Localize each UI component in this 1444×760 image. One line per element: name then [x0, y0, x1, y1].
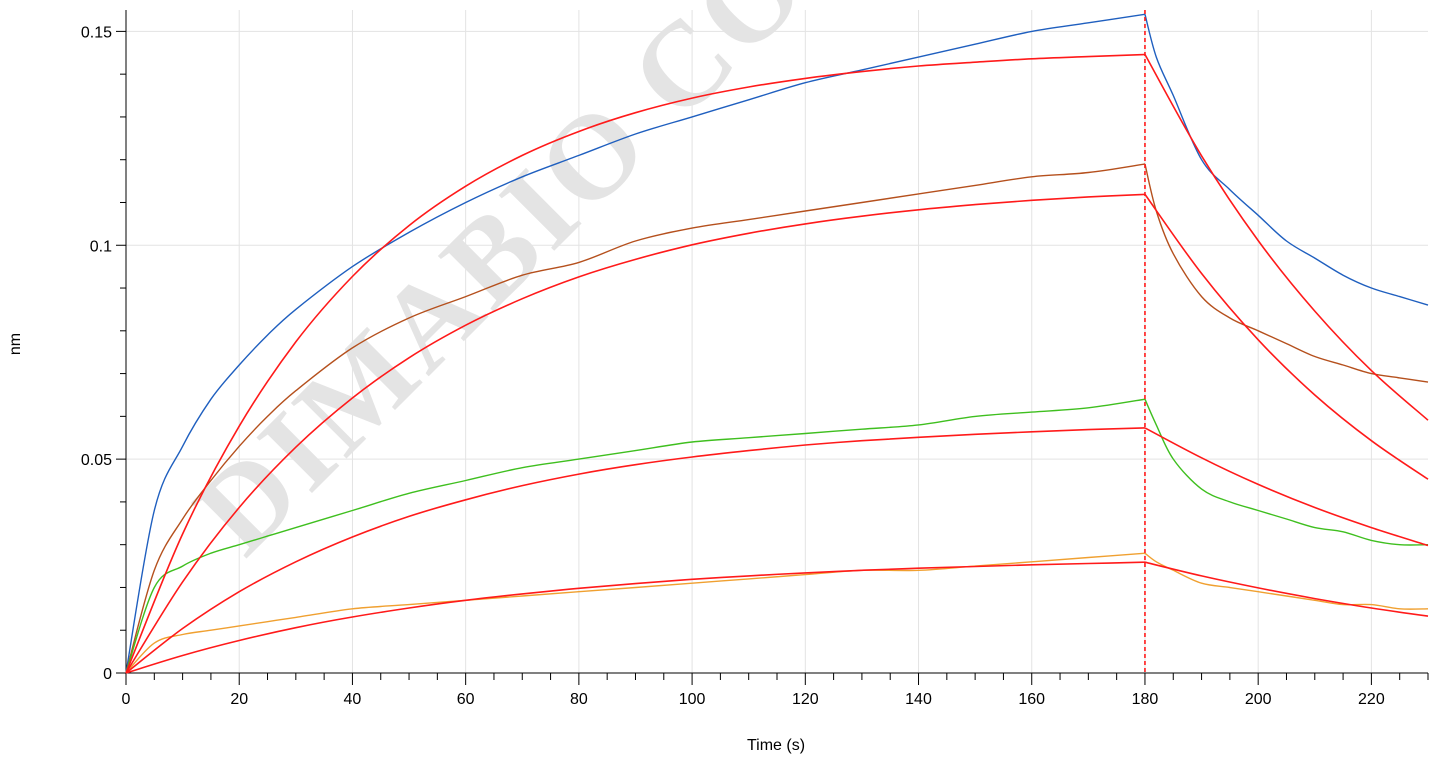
fit-curve-2 — [125, 193, 1429, 674]
y-axis-title: nm — [7, 333, 24, 355]
x-tick-label: 220 — [1358, 691, 1385, 708]
fit-line — [125, 193, 1146, 674]
x-tick-label: 100 — [679, 691, 706, 708]
x-tick-label: 60 — [457, 691, 475, 708]
y-tick-label: 0.1 — [90, 238, 112, 255]
series-line — [1144, 14, 1429, 306]
x-tick-label: 80 — [570, 691, 588, 708]
x-tick-label: 20 — [230, 691, 248, 708]
fit-line — [1144, 193, 1429, 480]
x-axis-title: Time (s) — [747, 737, 805, 754]
series-orange-trace — [125, 552, 1429, 674]
series-line — [1144, 398, 1429, 546]
x-tick-label: 160 — [1018, 691, 1045, 708]
tick-labels: 0 20 40 60 80 100 120 140 160 180 200 220 0 0.05 0.1 0.… — [81, 24, 1385, 708]
series-brown-trace — [125, 163, 1429, 674]
fit-line — [125, 53, 1146, 674]
fit-line — [125, 427, 1146, 674]
series-green-trace — [125, 398, 1429, 674]
watermark-text: DIMABIO CO — [169, 0, 831, 578]
x-tick-label: 180 — [1132, 691, 1159, 708]
fit-line — [1144, 561, 1429, 617]
series-line — [1144, 552, 1429, 610]
series-line — [125, 552, 1146, 674]
grid-lines — [126, 10, 1428, 673]
x-tick-label: 0 — [122, 691, 131, 708]
axes — [116, 10, 1429, 685]
fit-curves — [125, 10, 1429, 674]
x-tick-label: 140 — [905, 691, 932, 708]
fit-line — [1144, 54, 1429, 421]
data-series — [125, 13, 1429, 674]
series-line — [125, 13, 1146, 674]
fit-curve-4 — [125, 561, 1429, 674]
x-tick-label: 40 — [344, 691, 362, 708]
series-line — [1144, 163, 1429, 383]
series-line — [125, 398, 1146, 674]
x-tick-label: 200 — [1245, 691, 1272, 708]
fit-curve-1 — [125, 53, 1429, 674]
x-tick-label: 120 — [792, 691, 819, 708]
y-tick-label: 0.15 — [81, 24, 112, 41]
series-blue-trace — [125, 13, 1429, 674]
y-tick-label: 0.05 — [81, 452, 112, 469]
fit-curve-3 — [125, 427, 1429, 674]
fit-line — [125, 561, 1146, 674]
series-line — [125, 163, 1146, 674]
y-tick-label: 0 — [103, 666, 112, 683]
fit-line — [1144, 427, 1429, 547]
